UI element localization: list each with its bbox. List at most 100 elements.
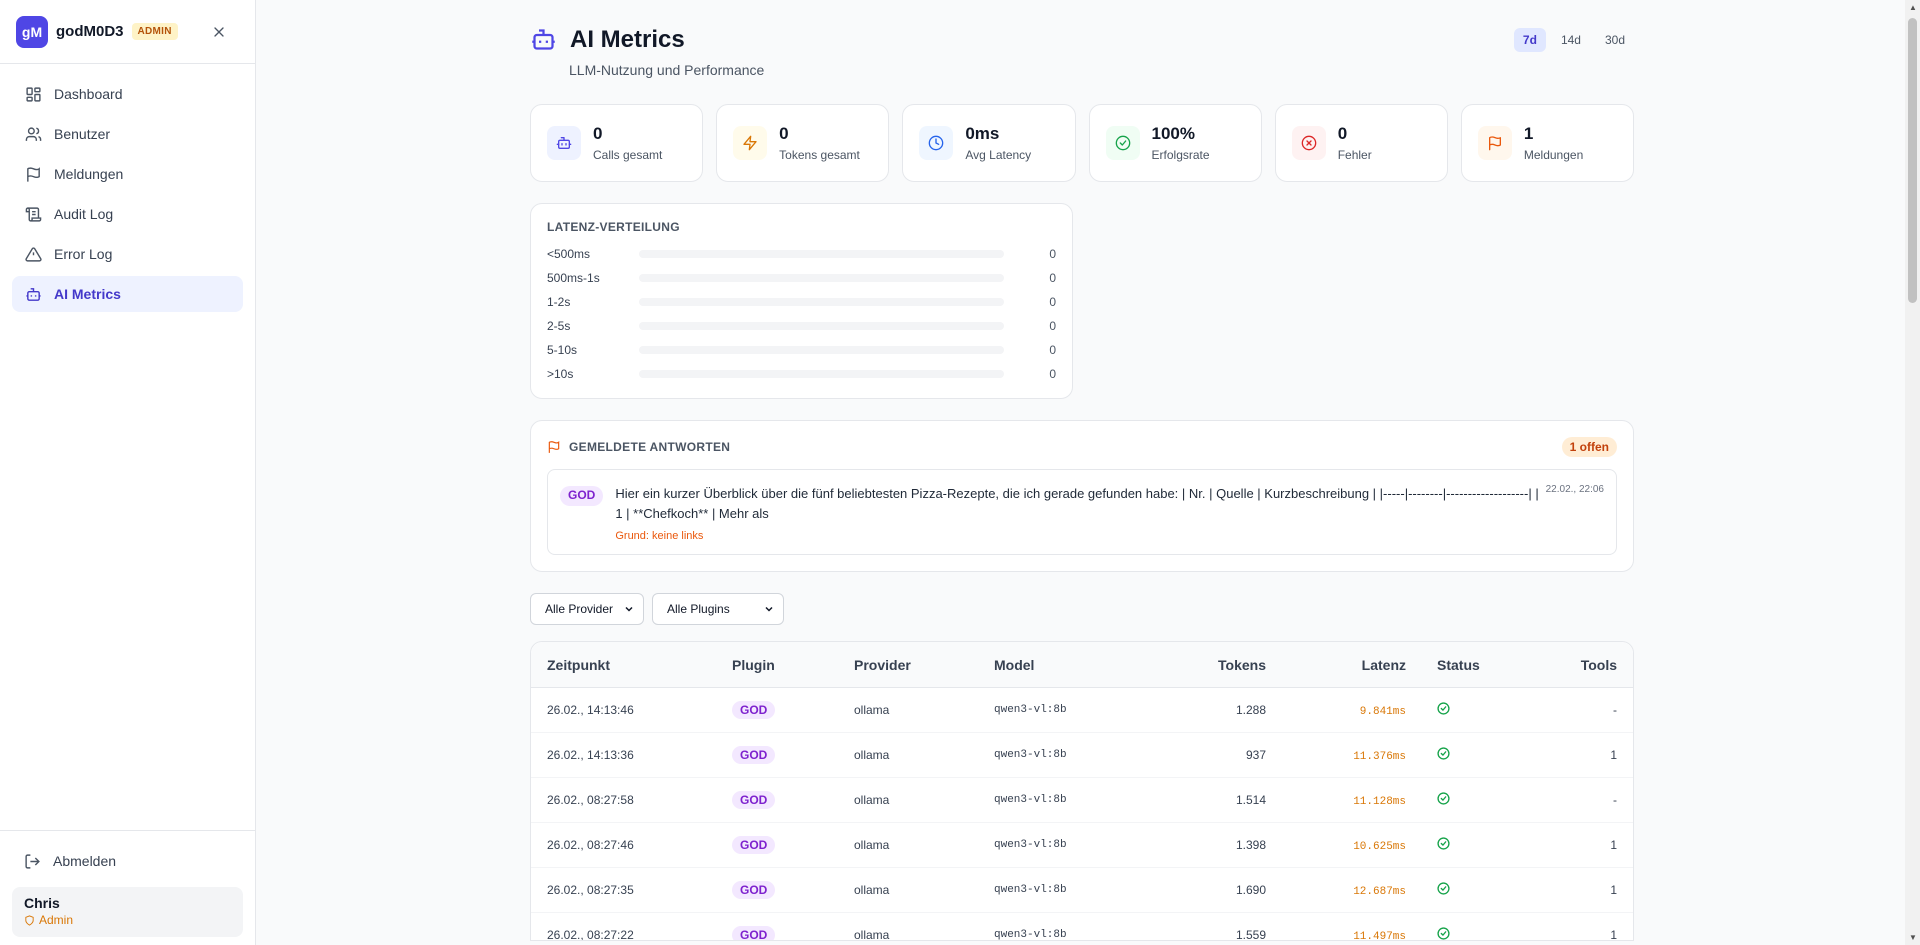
latency-rows: <500ms 0 500ms-1s 0 1-2s 0 2-5s 0 5-10s 0 >10s 0	[547, 242, 1056, 386]
check-circle-icon	[1437, 837, 1450, 850]
sidebar-item-ai-metrics[interactable]: AI Metrics	[12, 276, 243, 312]
sidebar-item-audit-log[interactable]: Audit Log	[12, 196, 243, 232]
column-header-model[interactable]: Model	[994, 656, 1035, 673]
stat-label: Fehler	[1337, 148, 1372, 162]
stat-text: 0 Calls gesamt	[593, 124, 662, 162]
cell-status	[1406, 792, 1516, 808]
user-name: Chris	[24, 895, 60, 911]
logout-label: Abmelden	[53, 853, 117, 869]
stat-value: 0ms	[965, 124, 1000, 143]
flag-icon	[1477, 126, 1512, 160]
app-logo[interactable]: gM	[16, 15, 48, 48]
scroll-up-arrow-icon[interactable]: ▲	[1909, 3, 1917, 12]
cell-plugin: GOD	[732, 836, 854, 854]
cell-status	[1406, 927, 1516, 940]
sidebar-header: gM godM0D3 ADMIN	[0, 0, 255, 64]
scroll-down-arrow-icon[interactable]: ▼	[1909, 933, 1917, 942]
check-circle-icon	[1105, 126, 1140, 160]
latency-bucket-row: 2-5s 0	[547, 314, 1056, 338]
plugin-tag: GOD	[732, 836, 776, 854]
cell-provider: ollama	[854, 793, 890, 807]
report-reason: Grund: keine links	[615, 530, 704, 542]
table-row[interactable]: 26.02., 08:27:46 GOD ollama qwen3-vl:8b 1.39…	[531, 823, 1633, 868]
flag-icon	[24, 165, 42, 183]
plugin-tag: GOD	[732, 746, 776, 764]
latency-value: 11.128ms	[1353, 795, 1406, 808]
sidebar-item-benutzer[interactable]: Benutzer	[12, 116, 243, 152]
provider-select[interactable]: Alle Provider	[530, 593, 644, 625]
chevron-down-icon	[765, 606, 773, 612]
logout-button[interactable]: Abmelden	[12, 843, 243, 879]
reported-answer-text: Hier ein kurzer Überblick über die fünf …	[615, 486, 1539, 521]
latency-value: 12.687ms	[1353, 885, 1406, 898]
latency-bucket-bar	[639, 322, 1004, 330]
column-header-status[interactable]: Status	[1437, 656, 1480, 673]
stat-text: 1 Meldungen	[1524, 124, 1583, 162]
column-header-plugin[interactable]: Plugin	[732, 656, 775, 673]
admin-badge: ADMIN	[131, 23, 178, 40]
cell-latency: 11.376ms	[1266, 748, 1406, 763]
reported-answers-card: GEMELDETE ANTWORTEN 1 offen GOD Hier ein…	[530, 420, 1634, 572]
cell-latency: 9.841ms	[1266, 703, 1406, 718]
cell-plugin: GOD	[732, 701, 854, 719]
reported-answers-title: GEMELDETE ANTWORTEN	[569, 440, 731, 454]
column-header-tokens[interactable]: Tokens	[1218, 656, 1266, 673]
sidebar-item-label: Meldungen	[54, 166, 124, 182]
latency-bucket-count: 0	[1049, 367, 1056, 381]
x-circle-icon	[1291, 126, 1326, 160]
plugin-select[interactable]: Alle Plugins	[652, 593, 784, 625]
close-sidebar-button[interactable]	[207, 20, 231, 44]
latency-bucket-row: 1-2s 0	[547, 290, 1056, 314]
cell-latency: 10.625ms	[1266, 838, 1406, 853]
user-card[interactable]: Chris Admin	[12, 887, 243, 937]
cell-time: 26.02., 14:13:36	[547, 748, 634, 762]
cell-tokens: 937	[1245, 748, 1266, 762]
scrollbar-thumb[interactable]	[1908, 18, 1917, 303]
flag-icon	[547, 440, 561, 454]
range-14d-button[interactable]: 14d	[1560, 33, 1581, 47]
table-row[interactable]: 26.02., 08:27:58 GOD ollama qwen3-vl:8b 1.51…	[531, 778, 1633, 823]
latency-bucket-row: >10s 0	[547, 362, 1056, 386]
table-row[interactable]: 26.02., 14:13:46 GOD ollama qwen3-vl:8b 1.28…	[531, 688, 1633, 733]
cell-provider: ollama	[854, 748, 890, 762]
provider-select-value: Alle Provider	[545, 602, 614, 616]
plugin-tag: GOD	[732, 926, 776, 940]
page-header: AI Metrics LLM-Nutzung und Performance 7…	[530, 0, 1634, 104]
report-date: 22.02., 22:06	[1545, 484, 1604, 495]
cell-tools: -	[1613, 703, 1617, 717]
sidebar-nav: Dashboard Benutzer Meldungen Audit Log E…	[0, 64, 255, 328]
table-row[interactable]: 26.02., 08:27:35 GOD ollama qwen3-vl:8b 1.69…	[531, 868, 1633, 913]
chevron-down-icon	[625, 606, 633, 612]
cell-tools: 1	[1610, 748, 1617, 762]
clock-icon	[919, 126, 954, 160]
page-scrollbar[interactable]: ▲ ▼	[1905, 0, 1920, 945]
sidebar-item-error-log[interactable]: Error Log	[12, 236, 243, 272]
range-7d-button[interactable]: 7d	[1513, 28, 1546, 52]
table-row[interactable]: 26.02., 08:27:22 GOD ollama qwen3-vl:8b 1.55…	[531, 913, 1633, 941]
sidebar-item-dashboard[interactable]: Dashboard	[12, 76, 243, 112]
reported-answer-item[interactable]: GOD Hier ein kurzer Überblick über die f…	[547, 469, 1617, 555]
latency-bucket-row: 5-10s 0	[547, 338, 1056, 362]
plugin-tag: GOD	[732, 701, 776, 719]
range-30d-button[interactable]: 30d	[1604, 33, 1625, 47]
cell-provider: ollama	[854, 703, 890, 717]
column-header-zeitpunkt[interactable]: Zeitpunkt	[547, 656, 610, 673]
latency-value: 11.376ms	[1353, 750, 1406, 763]
stat-value: 1	[1523, 124, 1534, 143]
stat-text: 0 Tokens gesamt	[779, 124, 860, 162]
table-row[interactable]: 26.02., 14:13:36 GOD ollama qwen3-vl:8b 937 1…	[531, 733, 1633, 778]
cell-status	[1406, 702, 1516, 718]
sidebar-item-label: Dashboard	[54, 86, 123, 102]
column-header-tools[interactable]: Tools	[1580, 656, 1617, 673]
sidebar-item-label: AI Metrics	[54, 286, 121, 302]
stat-label: Tokens gesamt	[779, 148, 860, 162]
cell-provider: ollama	[854, 928, 890, 941]
cell-model: qwen3-vl:8b	[994, 839, 1067, 851]
cell-latency: 11.128ms	[1266, 793, 1406, 808]
calls-table: Zeitpunkt Plugin Provider Model Tokens L…	[530, 641, 1634, 941]
column-header-provider[interactable]: Provider	[854, 656, 911, 673]
column-header-latenz[interactable]: Latenz	[1361, 656, 1406, 673]
alert-triangle-icon	[24, 245, 42, 263]
sidebar-item-meldungen[interactable]: Meldungen	[12, 156, 243, 192]
latency-value: 11.497ms	[1353, 930, 1406, 941]
